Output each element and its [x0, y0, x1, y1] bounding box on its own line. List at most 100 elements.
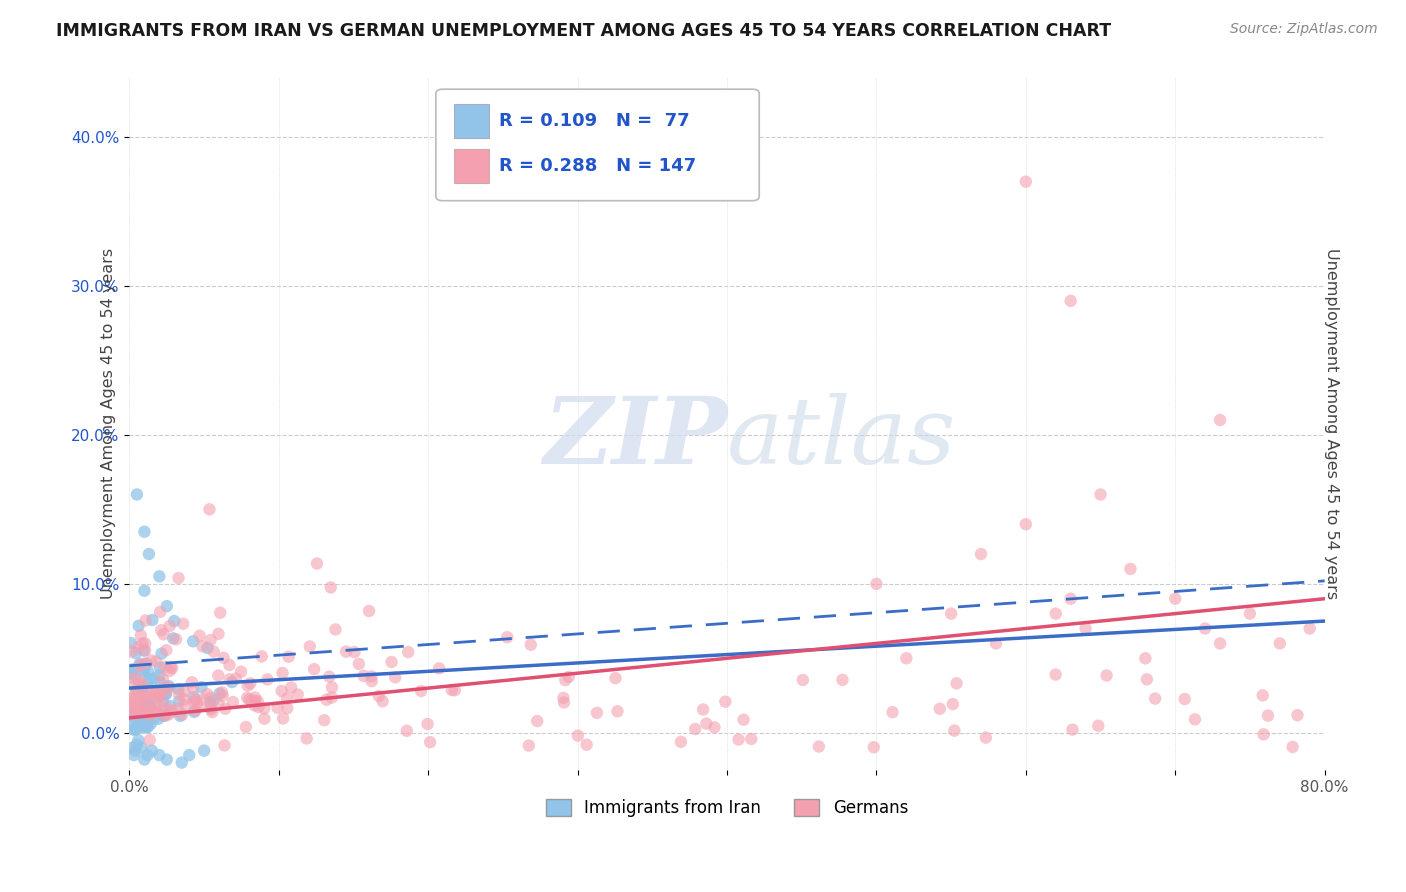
Point — [131, 702, 153, 716]
Text: atlas: atlas — [727, 392, 956, 483]
Point — [319, 581, 342, 595]
Point — [128, 677, 150, 691]
Point — [136, 676, 159, 690]
Point — [554, 673, 576, 687]
Point — [143, 671, 166, 685]
Point — [1164, 591, 1187, 606]
Point — [148, 668, 170, 682]
Point — [135, 720, 157, 734]
Point — [200, 690, 222, 705]
Point — [128, 658, 150, 673]
Point — [939, 607, 962, 621]
Point — [1144, 691, 1167, 706]
Point — [357, 604, 380, 618]
Point — [862, 740, 884, 755]
Point — [198, 701, 221, 715]
Point — [149, 675, 172, 690]
Point — [606, 704, 628, 718]
Point — [970, 547, 993, 561]
Point — [191, 640, 214, 654]
Point — [271, 711, 294, 725]
Point — [135, 720, 157, 734]
Point — [128, 693, 150, 707]
Point — [1045, 667, 1067, 681]
Point — [384, 670, 406, 684]
Point — [256, 673, 278, 687]
Point — [179, 748, 201, 763]
Point — [156, 753, 179, 767]
Point — [121, 707, 143, 722]
Point — [1299, 622, 1322, 636]
Point — [155, 684, 177, 698]
Point — [120, 665, 142, 680]
Point — [131, 740, 153, 755]
Text: ZIP: ZIP — [543, 392, 727, 483]
Point — [1253, 727, 1275, 741]
Point — [347, 657, 370, 671]
Point — [128, 673, 150, 687]
Point — [120, 665, 142, 680]
Point — [416, 717, 439, 731]
Point — [321, 681, 343, 695]
Point — [173, 692, 195, 706]
Point — [1119, 562, 1142, 576]
Point — [186, 695, 208, 709]
Point — [131, 680, 153, 694]
Point — [131, 636, 153, 650]
Point — [236, 690, 259, 705]
Point — [124, 679, 146, 693]
Point — [229, 665, 252, 679]
Point — [1015, 175, 1038, 189]
Point — [1059, 591, 1081, 606]
Point — [1015, 517, 1038, 532]
Point — [120, 644, 142, 658]
Text: IMMIGRANTS FROM IRAN VS GERMAN UNEMPLOYMENT AMONG AGES 45 TO 54 YEARS CORRELATIO: IMMIGRANTS FROM IRAN VS GERMAN UNEMPLOYM… — [56, 22, 1111, 40]
Point — [134, 643, 156, 657]
Point — [153, 708, 176, 723]
Point — [245, 694, 267, 708]
Point — [132, 643, 155, 657]
Point — [159, 619, 181, 633]
Point — [239, 676, 262, 690]
Point — [143, 706, 166, 720]
Point — [125, 487, 148, 501]
Point — [127, 696, 149, 710]
Point — [121, 665, 143, 680]
Point — [1209, 413, 1232, 427]
Point — [198, 502, 221, 516]
Text: R = 0.109   N =  77: R = 0.109 N = 77 — [499, 112, 690, 130]
Point — [153, 659, 176, 673]
Point — [198, 696, 221, 710]
Point — [124, 723, 146, 737]
Point — [134, 583, 156, 598]
Point — [1286, 708, 1309, 723]
Point — [1062, 723, 1084, 737]
Point — [942, 697, 965, 711]
Point — [128, 657, 150, 671]
Point — [136, 665, 159, 679]
Point — [124, 697, 146, 711]
Point — [243, 698, 266, 713]
Point — [165, 632, 187, 647]
Point — [440, 683, 463, 698]
Point — [135, 689, 157, 703]
Point — [200, 632, 222, 647]
Point — [167, 571, 190, 585]
Point — [156, 681, 179, 695]
Point — [1090, 487, 1112, 501]
Point — [865, 577, 887, 591]
Y-axis label: Unemployment Among Ages 45 to 54 years: Unemployment Among Ages 45 to 54 years — [101, 248, 115, 599]
Point — [139, 708, 162, 723]
Point — [928, 702, 950, 716]
Point — [305, 557, 328, 571]
Point — [553, 695, 575, 709]
Point — [173, 684, 195, 698]
Point — [183, 705, 205, 719]
Point — [243, 690, 266, 705]
Point — [520, 638, 543, 652]
Point — [121, 740, 143, 755]
Point — [157, 681, 180, 695]
Point — [167, 682, 190, 697]
Point — [427, 661, 450, 675]
Point — [214, 702, 236, 716]
